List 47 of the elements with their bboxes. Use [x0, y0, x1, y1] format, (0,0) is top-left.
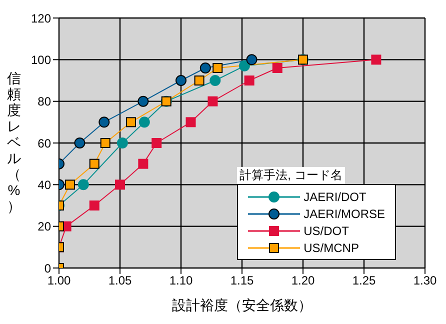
point — [98, 116, 110, 128]
point — [210, 75, 221, 86]
point — [152, 138, 162, 148]
point — [176, 75, 186, 86]
point — [138, 116, 150, 128]
x-tick-label: 1.10 — [169, 274, 193, 288]
point — [78, 179, 89, 190]
x-tick-label: 1.30 — [413, 274, 437, 288]
y-tick-label: 120 — [30, 11, 52, 26]
legend-label: US/DOT — [304, 224, 349, 238]
point — [138, 158, 148, 169]
y-tick-label: 20 — [38, 220, 52, 234]
x-tick-label: 1.15 — [230, 274, 254, 288]
point — [194, 76, 204, 86]
x-tick-label: 1.25 — [352, 274, 376, 288]
text: 信頼度レベル（%） — [7, 70, 21, 214]
point — [138, 96, 149, 107]
point — [116, 138, 128, 148]
point — [272, 63, 282, 73]
x-axis-title: 設計裕度（安全係数） — [172, 297, 312, 313]
point — [89, 158, 100, 169]
point — [100, 138, 110, 148]
legend-label: JAERI/DOT — [304, 190, 366, 204]
point — [186, 117, 196, 128]
y-tick-label: 100 — [30, 52, 52, 67]
point — [64, 180, 75, 190]
y-tick-label: 0 — [44, 261, 52, 276]
x-tick-label: 1.20 — [291, 274, 315, 288]
point — [208, 96, 218, 106]
point — [246, 54, 258, 66]
legend-title: 計算手法, コード名 — [236, 167, 346, 184]
legend-label: US/MCNP — [304, 240, 359, 254]
point — [126, 117, 136, 128]
point — [74, 138, 86, 148]
x-tick-label: 1.05 — [108, 274, 132, 288]
point — [212, 63, 223, 73]
legend-label: JAERI/MORSE — [304, 206, 385, 220]
x-tick-label: 1.00 — [47, 274, 71, 288]
point — [371, 54, 382, 65]
y-tick-label: 80 — [38, 94, 52, 109]
y-tick-label: 60 — [38, 136, 52, 150]
point — [244, 76, 254, 86]
point — [238, 60, 250, 72]
y-tick-label: 40 — [38, 178, 52, 192]
point — [89, 200, 100, 210]
point — [115, 180, 125, 190]
point — [200, 62, 211, 74]
